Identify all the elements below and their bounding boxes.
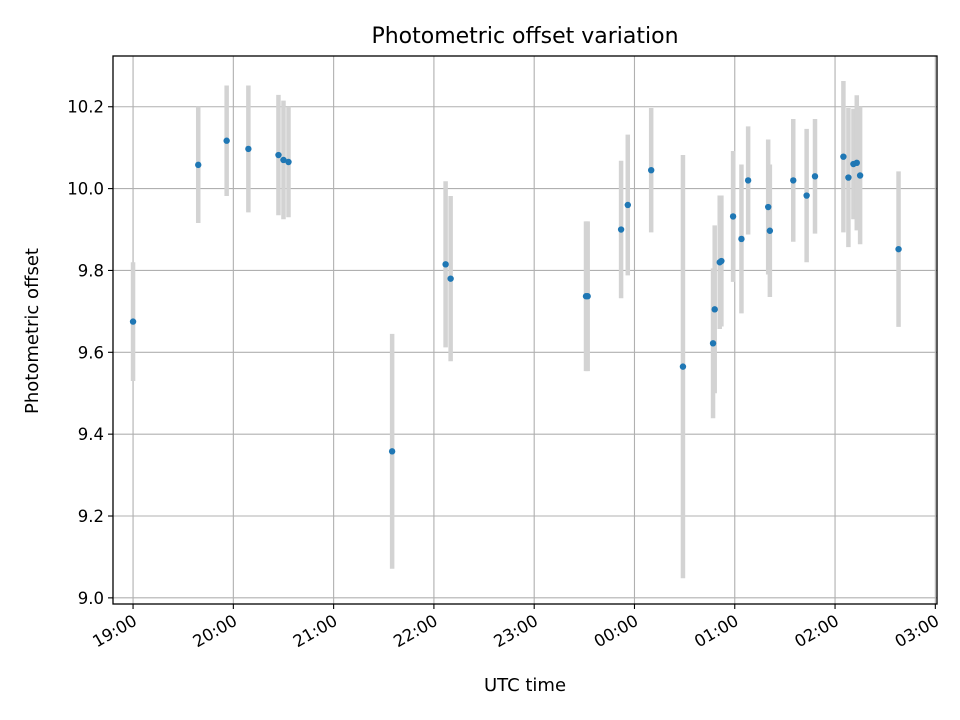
data-point [729, 213, 737, 220]
y-tick-label: 9.2 [78, 507, 104, 526]
data-point [195, 161, 202, 169]
data-point [856, 172, 864, 179]
y-tick-label: 9.6 [78, 343, 104, 362]
data-point [895, 245, 902, 253]
y-axis-label: Photometric offset [22, 248, 43, 414]
data-point [718, 257, 725, 265]
data-point [129, 318, 137, 325]
data-point [223, 137, 230, 144]
data-points [129, 137, 902, 455]
data-point [790, 177, 797, 184]
data-point [280, 156, 287, 164]
data-point [617, 226, 625, 233]
data-point [709, 340, 717, 347]
chart-title: Photometric offset variation [371, 24, 678, 49]
data-point [764, 203, 772, 211]
data-point [811, 173, 819, 180]
data-point [845, 174, 852, 181]
y-tick-label: 9.0 [78, 589, 104, 608]
data-point [679, 363, 687, 370]
data-point [388, 448, 396, 455]
data-point [442, 261, 449, 268]
data-point [744, 177, 752, 184]
data-point [275, 151, 282, 159]
data-point [803, 192, 810, 199]
data-point [840, 153, 847, 160]
data-point [738, 235, 745, 243]
data-point [624, 201, 631, 209]
data-point [447, 275, 454, 282]
data-point [766, 227, 774, 234]
y-tick-label: 10.2 [67, 98, 104, 117]
y-tick-label: 9.8 [78, 261, 104, 280]
data-point [711, 306, 718, 313]
data-point [647, 166, 655, 174]
y-tick-label: 9.4 [78, 425, 104, 444]
data-point [584, 293, 591, 300]
data-point [285, 158, 292, 166]
data-point [853, 159, 860, 167]
data-point [245, 145, 252, 153]
x-axis-label: UTC time [484, 675, 566, 696]
y-tick-label: 10.0 [67, 180, 104, 199]
plot-frame [112, 55, 938, 605]
